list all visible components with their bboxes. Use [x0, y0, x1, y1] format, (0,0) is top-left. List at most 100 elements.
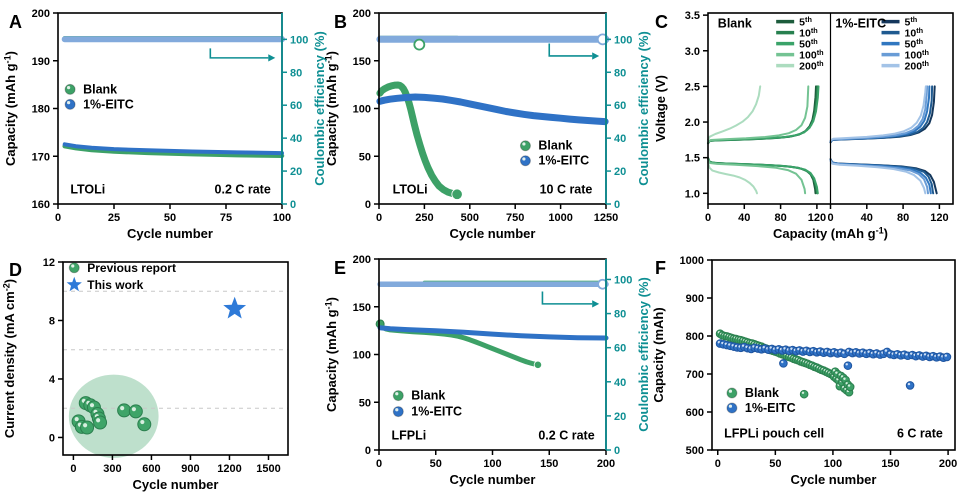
y-right-axis-title: Coulombic efficiency (%) [636, 277, 651, 432]
y-right-tick-label: 20 [614, 411, 626, 423]
y-tick-label: 800 [686, 331, 704, 343]
annotation-text: 6 C rate [897, 427, 943, 441]
legend: Blank 1%-EITC [392, 389, 462, 419]
y-tick-label: 0 [49, 432, 55, 444]
y-right-tick-label: 100 [614, 274, 632, 286]
legend-label: 5th [799, 15, 812, 29]
x-tick-label: 200 [597, 458, 615, 470]
panel-label: F [655, 258, 666, 278]
y-tick-label: 1.0 [685, 188, 700, 200]
blank-200th-charge [707, 85, 762, 141]
y-tick-label: 2.0 [685, 117, 700, 129]
annotation-text: Blank [718, 16, 752, 30]
x-tick-label: 0 [827, 212, 833, 224]
eitc-capacity [376, 93, 609, 126]
legend-marker-circle [64, 98, 76, 110]
eitc-ce-open [597, 278, 608, 290]
x-tick-label: 40 [861, 212, 873, 224]
legend-label: Blank [411, 389, 445, 403]
ce-axis-arrowhead [592, 52, 600, 60]
y-tick-label: 200 [353, 8, 371, 20]
x-tick-label: 100 [273, 212, 291, 224]
x-tick-label: 1200 [217, 463, 241, 475]
y-right-tick-label: 0 [614, 445, 620, 457]
y-right-tick-label: 100 [614, 34, 632, 46]
y-axis-title: Capacity (mAh g-1) [3, 51, 18, 166]
y-right-tick-label: 0 [290, 199, 296, 211]
y-tick-label: 3.5 [685, 10, 700, 22]
x-tick-label: 120 [930, 212, 948, 224]
y-tick-label: 4 [49, 374, 56, 386]
y-tick-label: 2.5 [685, 81, 700, 93]
eitc-5th-charge [829, 85, 936, 144]
blank-capacity [376, 81, 463, 200]
legend-label: Previous report [87, 261, 176, 275]
panel-label: E [334, 258, 346, 278]
y-tick-label: 160 [32, 199, 50, 211]
annotation-text: 1%-EITC [835, 16, 886, 30]
blank-100th-discharge [707, 158, 807, 195]
y-right-tick-label: 80 [614, 309, 626, 321]
x-tick-label: 0 [376, 212, 382, 224]
previous-report-points [71, 396, 152, 435]
y-tick-label: 1.5 [685, 153, 700, 165]
eitc-capacity [377, 325, 609, 341]
y-tick-label: 100 [353, 104, 371, 116]
legend-label: Blank [745, 386, 779, 400]
panel-d-chart: 0 300 600 900 1200 1500 0 4 8 12 Cycle number Curre… [2, 257, 289, 492]
ce-axis-arrow [209, 48, 269, 59]
x-axis-title: Cycle number [791, 472, 877, 487]
y-tick-label: 170 [32, 151, 50, 163]
y-tick-label: 8 [49, 315, 55, 327]
y-tick-label: 50 [359, 397, 371, 409]
annotation-text: 10 C rate [540, 182, 593, 196]
legend-marker-circle [392, 390, 404, 402]
legend-label: 1%-EITC [411, 405, 462, 419]
legend-marker-star [66, 276, 82, 292]
blank-100th-charge [707, 85, 810, 144]
x-axis-title: Cycle number [450, 226, 536, 241]
y-tick-label: 200 [32, 8, 50, 20]
annotation-text: 0.2 C rate [215, 182, 271, 196]
panel-e-chart: 0 50 100 150 200050100150200020406080100Cycl… [324, 254, 651, 487]
legend-label: 1%-EITC [83, 97, 134, 111]
x-tick-label: 1250 [594, 212, 618, 224]
y-right-tick-label: 60 [614, 343, 626, 355]
x-tick-label: 40 [738, 212, 750, 224]
legend-label: 50th [799, 37, 818, 51]
legend-label: This work [87, 278, 143, 292]
annotation-text: LFPLi [391, 428, 426, 442]
eitc-200th-charge [829, 85, 927, 142]
x-tick-label: 600 [142, 463, 160, 475]
x-axis-title: Cycle number [133, 477, 219, 492]
y-tick-label: 190 [32, 56, 50, 68]
x-tick-label: 100 [824, 458, 842, 470]
x-tick-label: 80 [897, 212, 909, 224]
eitc-capacity [62, 142, 284, 156]
y-right-tick-label: 80 [614, 67, 626, 79]
x-tick-label: 50 [164, 212, 176, 224]
legend-label: 1%-EITC [745, 401, 796, 415]
plot-frame [378, 258, 607, 451]
x-tick-label: 50 [769, 458, 781, 470]
y-tick-label: 600 [686, 407, 704, 419]
legend-marker-circle [392, 406, 404, 418]
panel-label: D [9, 260, 22, 280]
y-tick-label: 180 [32, 104, 50, 116]
legend-label: Blank [538, 139, 572, 153]
x-tick-label: 80 [774, 212, 786, 224]
x-tick-label: 1500 [256, 463, 280, 475]
x-tick-label: 100 [483, 458, 501, 470]
y-right-tick-label: 40 [614, 133, 626, 145]
y-right-tick-label: 60 [614, 100, 626, 112]
y-axis-title: Capacity (mAh g-1) [324, 297, 339, 412]
y-right-axis-title: Coulombic efficiency (%) [312, 31, 327, 186]
y-tick-label: 150 [353, 56, 371, 68]
x-tick-label: 150 [540, 458, 558, 470]
panel-b-chart: 0 250 500 750 1000 12500501001502000204060801… [324, 8, 651, 241]
y-tick-label: 900 [686, 293, 704, 305]
